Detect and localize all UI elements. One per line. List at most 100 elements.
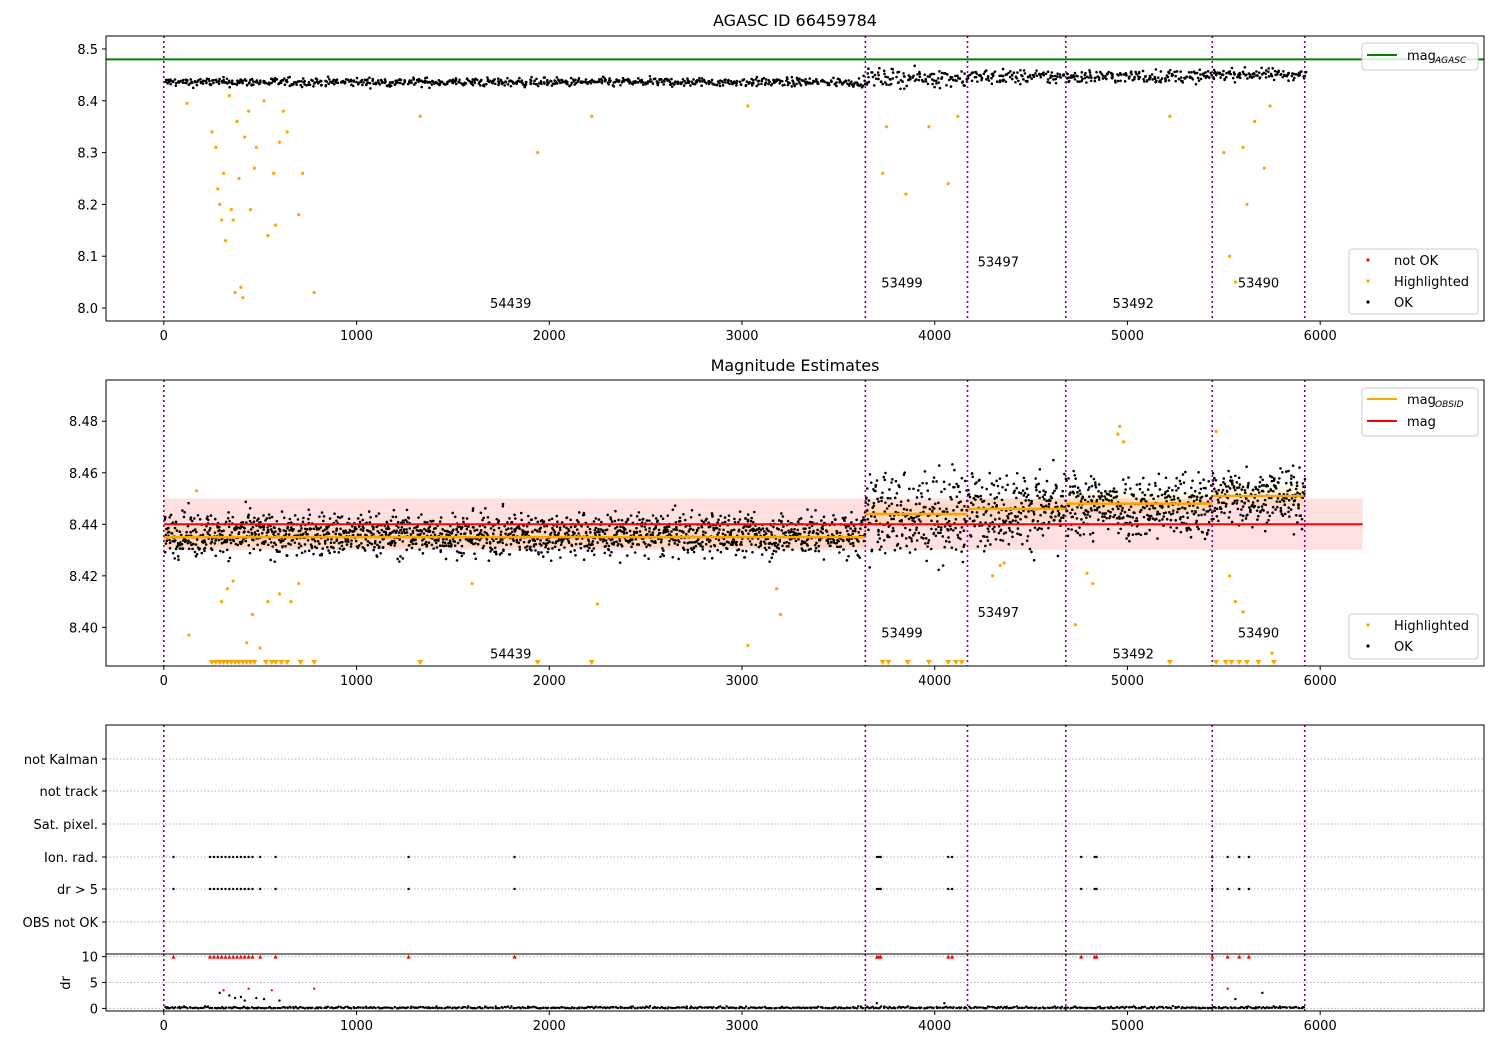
ok-point: [692, 78, 695, 81]
obsid-label: 53499: [881, 627, 922, 642]
ok-point: [790, 528, 793, 531]
ok-point: [629, 530, 632, 533]
dr-point: [467, 1005, 469, 1007]
ok-point: [917, 489, 920, 492]
ok-point: [991, 82, 994, 85]
ok-point: [360, 528, 363, 531]
ok-point: [666, 514, 669, 517]
ok-point: [423, 532, 426, 535]
ok-point: [511, 521, 514, 524]
ok-point: [530, 76, 533, 79]
dr-point: [750, 1006, 752, 1008]
ok-point: [826, 530, 829, 533]
legend-point-swatch: [1366, 644, 1369, 647]
ok-point: [896, 504, 899, 507]
ok-point: [1097, 518, 1100, 521]
ok-point: [987, 539, 990, 542]
ok-point: [781, 80, 784, 83]
ok-point: [671, 556, 674, 559]
ok-point: [502, 548, 505, 551]
ok-point: [987, 503, 990, 506]
dr-point: [507, 1005, 509, 1007]
ok-point: [621, 519, 624, 522]
highlighted-point: [590, 115, 593, 118]
ok-point: [417, 516, 420, 519]
ok-point: [379, 541, 382, 544]
ok-point: [203, 529, 206, 532]
ok-point: [881, 83, 884, 86]
ok-point: [1044, 491, 1047, 494]
ok-point: [906, 509, 909, 512]
ok-point: [963, 529, 966, 532]
ok-point: [569, 519, 572, 522]
ok-point: [1002, 519, 1005, 522]
ok-point: [344, 81, 347, 84]
ok-point: [574, 525, 577, 528]
ok-point: [1294, 499, 1297, 502]
ok-point: [309, 513, 312, 516]
ok-point: [488, 559, 491, 562]
ok-point: [1145, 532, 1148, 535]
ok-point: [778, 540, 781, 543]
ok-point: [880, 80, 883, 83]
ok-point: [1299, 74, 1302, 77]
ok-point: [928, 508, 931, 511]
ok-point: [1280, 507, 1283, 510]
ok-point: [519, 548, 522, 551]
highlighted-point: [947, 182, 950, 185]
dr-point: [239, 1007, 241, 1009]
ok-point: [851, 532, 854, 535]
ok-point: [718, 82, 721, 85]
ok-point: [174, 84, 177, 87]
ok-point: [638, 519, 641, 522]
ok-point: [1262, 490, 1265, 493]
obsid-label: 53490: [1238, 276, 1279, 291]
ok-point: [1169, 496, 1172, 499]
ok-point: [530, 518, 533, 521]
ok-point: [1106, 72, 1109, 75]
ok-point: [1135, 517, 1138, 520]
ok-point: [462, 520, 465, 523]
ok-point: [312, 85, 315, 88]
ok-point: [196, 84, 199, 87]
ok-point: [191, 520, 194, 523]
ok-point: [615, 78, 618, 81]
ok-point: [959, 77, 962, 80]
ok-point: [1147, 488, 1150, 491]
ok-point: [360, 514, 363, 517]
ok-point: [286, 554, 289, 557]
dr-point: [484, 1005, 486, 1007]
ok-point: [631, 542, 634, 545]
ok-point: [1217, 501, 1220, 504]
ok-point: [643, 525, 646, 528]
ok-point: [679, 520, 682, 523]
ok-point: [636, 531, 639, 534]
ok-point: [1074, 78, 1077, 81]
ok-point: [1077, 495, 1080, 498]
ok-point: [1141, 491, 1144, 494]
ok-point: [982, 513, 985, 516]
ok-point: [451, 512, 454, 515]
ok-point: [927, 83, 930, 86]
ok-point: [844, 516, 847, 519]
ok-point: [372, 549, 375, 552]
ok-point: [1185, 76, 1188, 79]
ok-point: [1213, 477, 1216, 480]
ok-point: [1050, 497, 1053, 500]
ok-point: [577, 532, 580, 535]
ok-point: [709, 525, 712, 528]
ok-point: [1117, 80, 1120, 83]
ok-point: [554, 531, 557, 534]
ok-point: [181, 509, 184, 512]
ok-point: [309, 528, 312, 531]
flag-point: [244, 888, 246, 890]
ok-point: [1184, 492, 1187, 495]
ok-point: [339, 534, 342, 537]
ok-point: [1252, 489, 1255, 492]
ok-point: [214, 518, 217, 521]
ok-point: [347, 540, 350, 543]
ok-point: [214, 539, 217, 542]
ok-point: [1117, 74, 1120, 77]
ok-point: [262, 514, 265, 517]
